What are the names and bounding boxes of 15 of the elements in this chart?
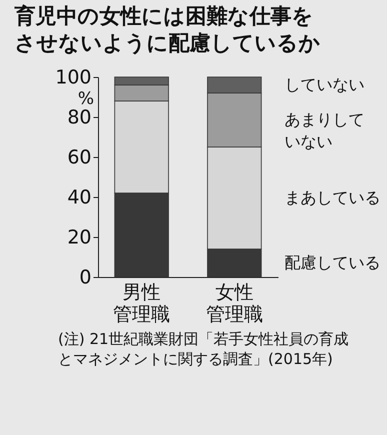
x-tick-label: 女性管理職 [206,282,263,326]
series-label: あまりしていない [284,110,364,151]
y-tick-label: 0 [79,266,92,288]
series-label: まあしている [284,188,380,207]
y-tick-label: 60 [67,146,92,168]
y-tick-label: 80 [67,106,92,128]
text: (注) 21世紀職業財団「若手女性社員の育成とマネジメントに関する調査」(2015年) [58,330,349,368]
y-axis-title: % [78,89,94,109]
series-label: していない [284,75,364,94]
y-tick-label: 100 [55,66,92,88]
y-tick-label: 20 [67,226,92,248]
chart-title: 育児中の女性には困難な仕事をさせないように配慮しているか [14,4,321,55]
x-tick-label: 男性管理職 [113,282,170,326]
series-label: 配慮している [284,253,380,272]
y-tick-label: 40 [67,186,92,208]
